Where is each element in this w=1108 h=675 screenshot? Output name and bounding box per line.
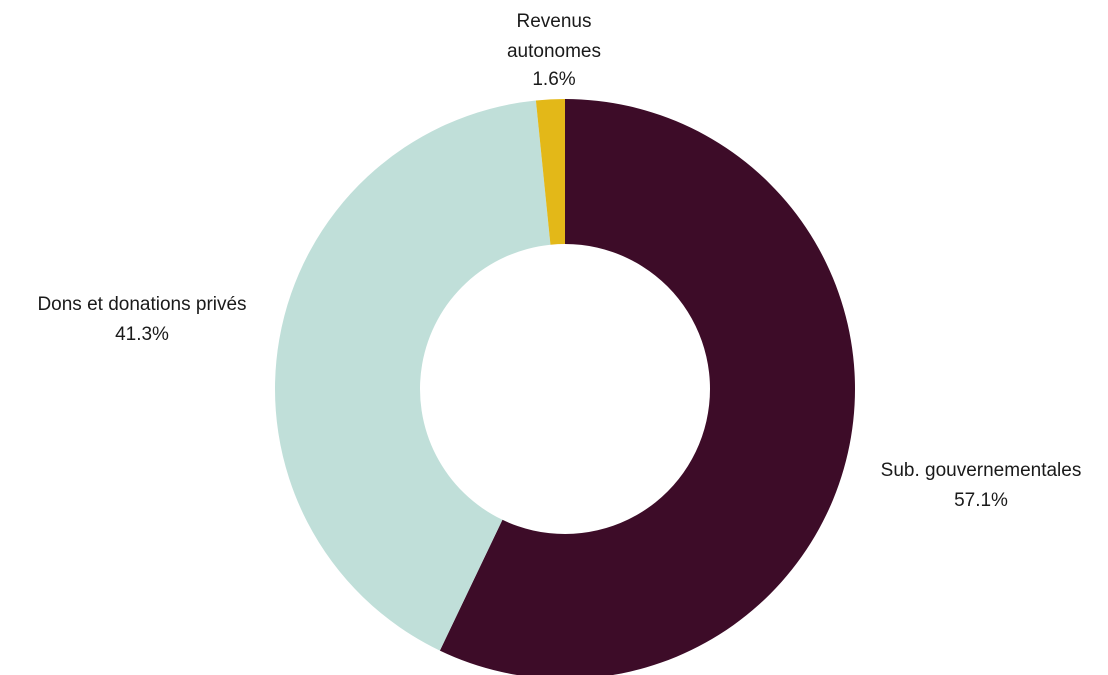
slice-labels: Sub. gouvernementales 57.1% Dons et dona… — [37, 11, 1081, 511]
slice-label-revenus-name-line1: Revenus — [517, 11, 592, 32]
slice-label-sub-gouvernementales-value: 57.1% — [954, 490, 1008, 511]
slice-label-dons-name: Dons et donations privés — [37, 294, 246, 315]
slice-label-revenus-value: 1.6% — [532, 69, 575, 90]
donut-slices — [275, 99, 855, 675]
slice-label-dons-value: 41.3% — [115, 324, 169, 345]
slice-revenus-autonomes — [535, 99, 565, 245]
slice-label-sub-gouvernementales-name: Sub. gouvernementales — [881, 460, 1082, 481]
slice-dons-et-donations-prives — [275, 100, 551, 651]
slice-label-revenus-name-line2: autonomes — [507, 41, 601, 62]
slice-sub-gouvernementales — [439, 99, 855, 675]
